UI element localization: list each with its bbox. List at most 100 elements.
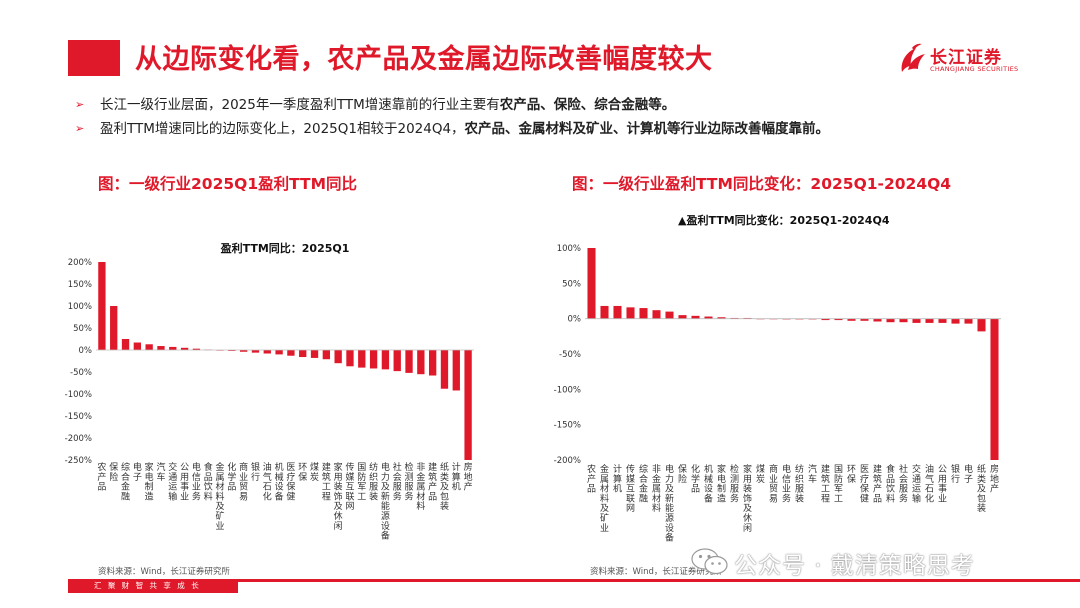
category-label: 油气石化 (263, 461, 272, 502)
y-tick-label: 0% (79, 346, 93, 356)
bar (299, 350, 307, 358)
bar (239, 350, 248, 352)
y-tick-label: -200% (65, 434, 92, 444)
category-label: 国防军工 (357, 462, 366, 502)
bar (964, 318, 973, 324)
category-label: 计算机 (613, 463, 622, 495)
chart-title: 盈利TTM同比：2025Q1 (220, 241, 350, 255)
bar (346, 350, 354, 367)
category-label: 汽车 (808, 463, 817, 485)
bar (912, 318, 921, 323)
logo-text-cn: 长江证券 (930, 48, 1002, 68)
category-label: 纸类及包装 (977, 463, 986, 514)
category-label: 商业贸易 (239, 461, 248, 502)
y-tick-label: 0% (568, 315, 582, 325)
bullet-item: ➢ 长江一级行业层面，2025年一季度盈利TTM增速靠前的行业主要有农产品、保险… (75, 93, 1065, 117)
category-label: 电子 (964, 463, 973, 485)
category-label: 食品饮料 (204, 461, 213, 502)
bar (600, 305, 609, 319)
arrow-bullet-icon: ➢ (75, 122, 85, 135)
bar (98, 262, 106, 350)
category-label: 煤炭 (756, 463, 765, 485)
category-label: 电子 (133, 461, 142, 483)
bar (847, 318, 856, 321)
bar (228, 350, 236, 351)
category-label: 油气石化 (925, 463, 934, 504)
category-label: 非金属材料 (416, 461, 425, 512)
right-chart-title: ▲盈利TTM同比变化：2025Q1-2024Q4 (678, 214, 890, 227)
y-tick-label: 200% (68, 258, 92, 268)
category-label: 检测服务 (405, 461, 414, 502)
right-source-note: 资料来源：Wind，长江证券研究所 (590, 567, 722, 577)
category-label: 非金属材料 (652, 463, 661, 514)
bar (157, 346, 165, 350)
category-label: 银行 (951, 463, 960, 485)
bar (145, 344, 153, 350)
wechat-icon (691, 548, 728, 575)
y-tick-label: 150% (68, 280, 92, 290)
slide-title: 从边际变化看，农产品及金属边际改善幅度较大 (135, 44, 713, 75)
category-label: 机械设备 (275, 461, 284, 502)
category-label: 农产品 (587, 463, 596, 495)
bar (358, 350, 366, 368)
category-label: 综合金融 (639, 463, 648, 504)
category-label: 煤炭 (310, 461, 319, 483)
bar (704, 316, 713, 319)
category-label: 金属材料及矿业 (600, 463, 609, 534)
bar (310, 350, 319, 358)
watermark-text: 公众号 · 戴清策略思考 (734, 553, 975, 579)
category-label: 社会服务 (393, 461, 402, 502)
bar (639, 308, 648, 319)
bar (121, 339, 130, 350)
y-tick-label: -50% (70, 368, 92, 378)
wechat-watermark: 公众号 · 戴清策略思考 (688, 542, 1058, 582)
bullet-strong: 农产品、保险、综合金融等。 (499, 97, 676, 113)
bar (275, 350, 283, 355)
category-label: 公用事业 (180, 462, 189, 502)
category-label: 化学品 (227, 461, 236, 493)
bar (899, 318, 908, 323)
bar (925, 318, 934, 323)
category-label: 公用事业 (938, 464, 947, 504)
bullet-text: 盈利TTM增速同比的边际变化上，2025Q1相较于2024Q4， (100, 121, 465, 137)
category-label: 建筑产品 (428, 461, 437, 502)
y-tick-label: -150% (65, 412, 92, 422)
y-tick-label: -200% (554, 456, 581, 466)
category-label: 纺织服装 (795, 463, 804, 504)
bar (691, 315, 700, 319)
category-label: 银行 (251, 461, 260, 483)
bar (440, 350, 449, 389)
category-label: 家电制造 (717, 463, 726, 504)
y-tick-label: -50% (559, 350, 581, 360)
category-label: 环保 (298, 462, 307, 483)
category-label: 建筑产品 (873, 463, 882, 504)
category-label: 家用装饰及休闲 (334, 461, 343, 532)
bar (110, 306, 118, 350)
y-tick-label: 100% (557, 244, 581, 254)
bar (428, 350, 437, 376)
bar (169, 346, 177, 350)
category-label: 商业贸易 (769, 463, 778, 504)
category-label: 纺织服装 (369, 461, 378, 502)
bullet-item: ➢ 盈利TTM增速同比的边际变化上，2025Q1相较于2024Q4，农产品、金属… (75, 117, 1065, 141)
changjiang-logo-icon (901, 43, 925, 72)
bar (886, 318, 895, 323)
bar (180, 347, 189, 350)
brand-logo: 长江证券 CHANGJIANG SECURITIES (898, 42, 1028, 78)
category-label: 医疗保健 (286, 462, 295, 502)
left-figure-caption: 图：一级行业2025Q1盈利TTM同比 (98, 175, 358, 193)
y-tick-label: -100% (554, 385, 581, 395)
bar (417, 350, 425, 375)
left-source-note: 资料来源：Wind，长江证券研究所 (98, 567, 230, 577)
category-label: 社会服务 (899, 463, 908, 504)
bar (821, 318, 830, 321)
footer-tab (68, 579, 238, 593)
bar (652, 310, 661, 319)
category-label: 保险 (678, 463, 687, 485)
category-label: 国防军工 (834, 464, 843, 504)
bar (990, 318, 999, 460)
bar (251, 350, 260, 353)
bar (334, 350, 342, 364)
bar (834, 318, 843, 321)
y-tick-label: 50% (562, 279, 581, 289)
